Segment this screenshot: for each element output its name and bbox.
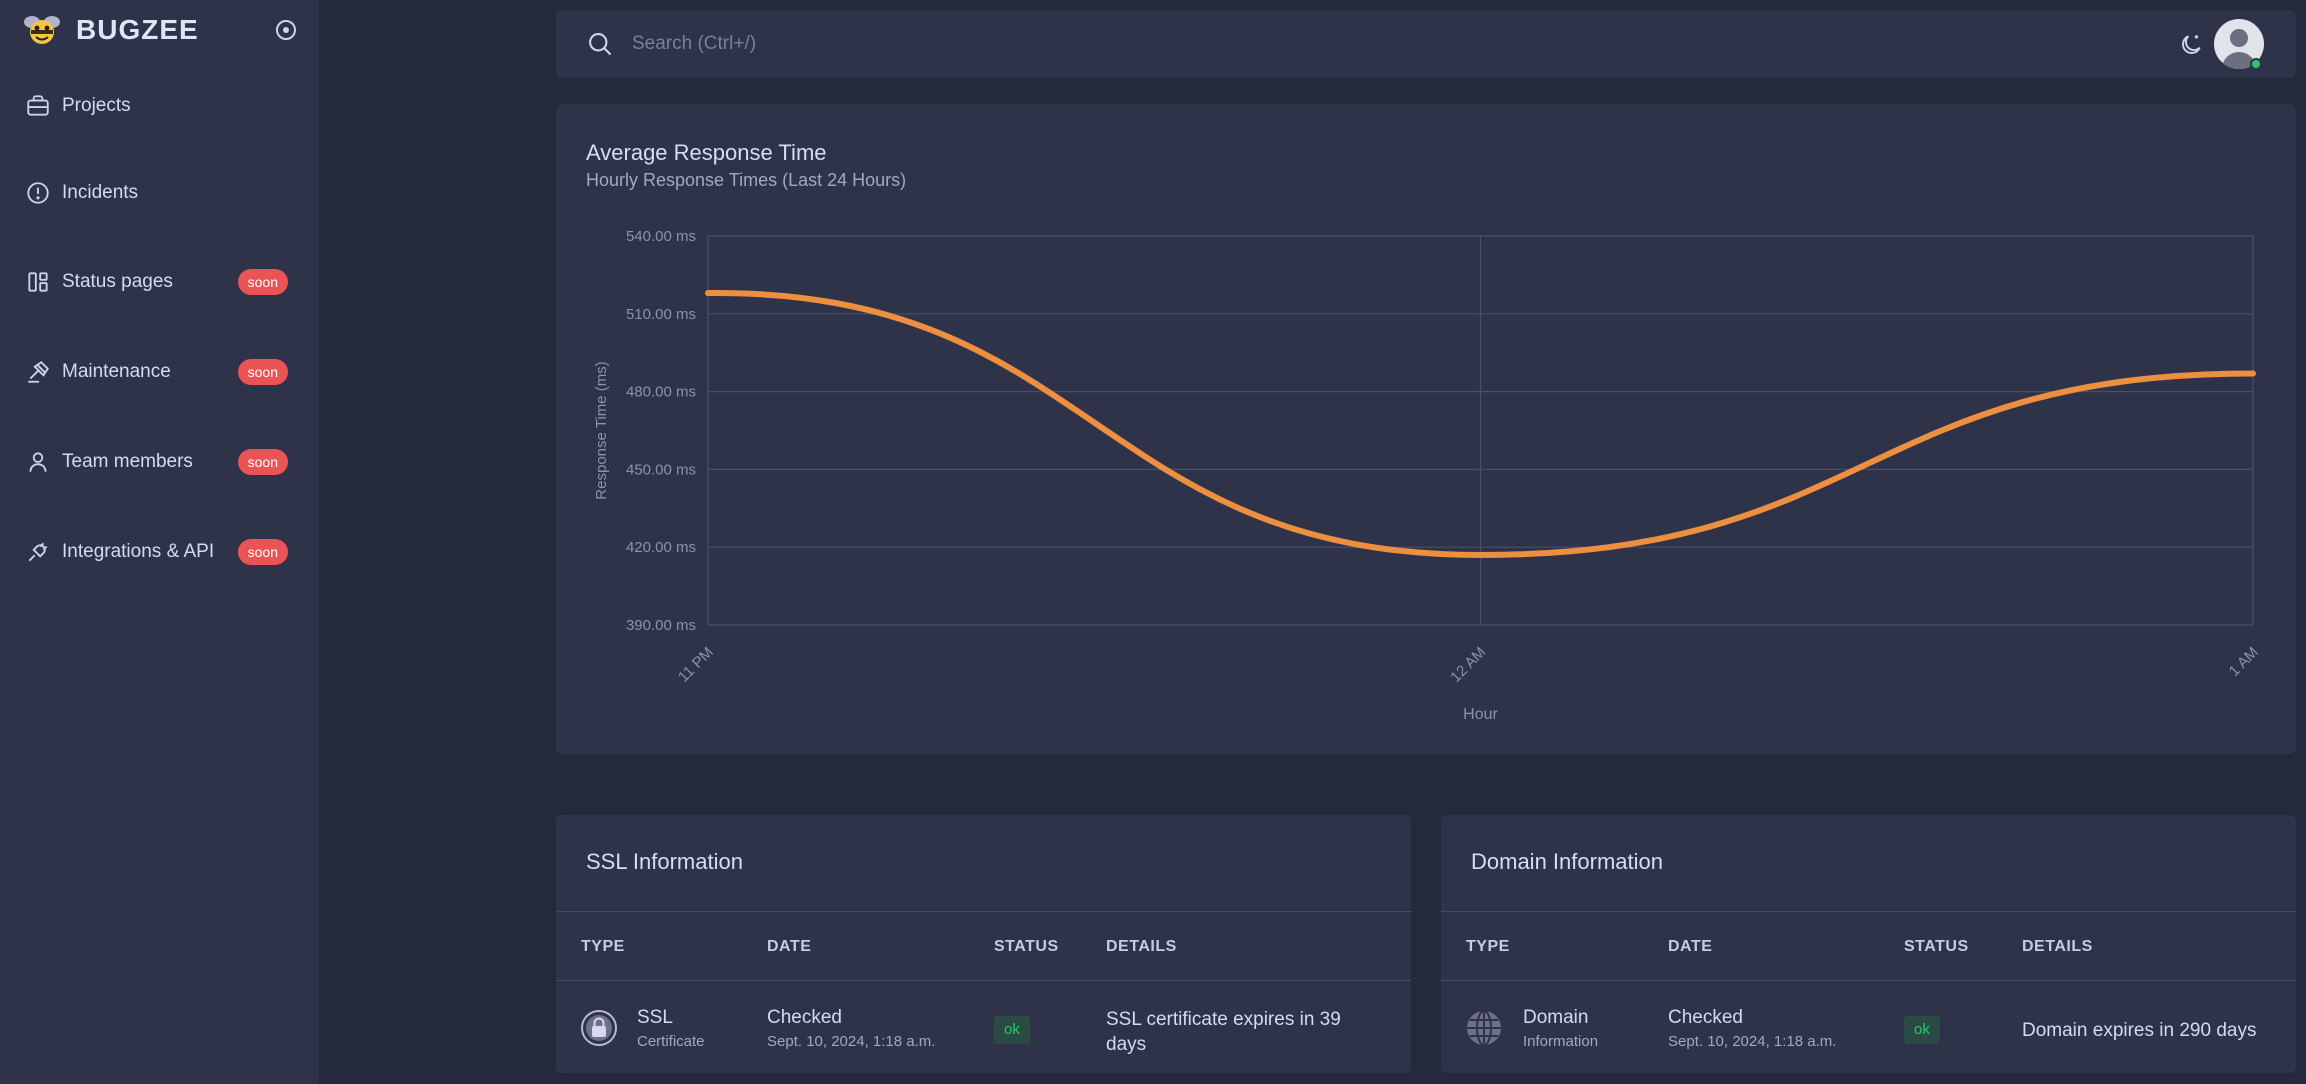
- status-badge: ok: [994, 1016, 1030, 1044]
- x-axis-label: Hour: [1463, 706, 1498, 723]
- sidebar-item-label: Projects: [62, 95, 131, 116]
- ssl-details-line-2: days: [1106, 1034, 1147, 1055]
- user-icon: [24, 448, 52, 476]
- x-tick-label: 11 PM: [675, 644, 717, 686]
- column-header-type: TYPE: [1466, 938, 1510, 955]
- ssl-table-header: TYPE DATE STATUS DETAILS: [556, 911, 1411, 981]
- ssl-information-card: SSL Information TYPE DATE STATUS DETAILS…: [556, 815, 1411, 1073]
- column-header-details: DETAILS: [1106, 938, 1177, 955]
- radio-circle-icon: [276, 20, 296, 40]
- brand[interactable]: BUGZEE: [22, 12, 199, 48]
- ssl-type: SSL: [637, 1007, 673, 1028]
- lock-icon: [581, 1010, 617, 1046]
- search-icon[interactable]: [586, 30, 614, 58]
- sidebar-item-incidents[interactable]: Incidents: [24, 173, 296, 213]
- column-header-type: TYPE: [581, 938, 625, 955]
- ssl-date-sub: Sept. 10, 2024, 1:18 a.m.: [767, 1033, 936, 1050]
- ssl-details-line-1: SSL certificate expires in 39: [1106, 1009, 1341, 1030]
- chart-subtitle: Hourly Response Times (Last 24 Hours): [586, 170, 907, 190]
- x-tick-label: 12 AM: [1447, 644, 1489, 686]
- column-header-date: DATE: [767, 938, 812, 955]
- gavel-icon: [24, 358, 52, 386]
- sidebar-item-team-members[interactable]: Team members soon: [24, 442, 296, 482]
- online-status-dot: [2250, 58, 2262, 70]
- sidebar-item-status-pages[interactable]: Status pages soon: [24, 262, 296, 302]
- brand-name: BUGZEE: [76, 14, 199, 45]
- column-header-date: DATE: [1668, 938, 1713, 955]
- domain-date: Checked: [1668, 1007, 1743, 1028]
- y-tick-label: 390.00 ms: [626, 617, 696, 634]
- ssl-date: Checked: [767, 1007, 842, 1028]
- globe-icon: [1467, 1010, 1501, 1046]
- domain-table-header: TYPE DATE STATUS DETAILS: [1441, 911, 2296, 981]
- layout-icon: [24, 268, 52, 296]
- column-header-status: STATUS: [994, 938, 1059, 955]
- y-axis-label: Response Time (ms): [593, 361, 610, 499]
- x-tick-label: 1 AM: [2226, 644, 2262, 680]
- y-tick-label: 450.00 ms: [626, 461, 696, 478]
- sidebar-item-label: Maintenance: [62, 361, 171, 382]
- domain-details: Domain expires in 290 days: [2022, 1020, 2257, 1041]
- soon-badge: soon: [237, 269, 288, 295]
- plug-icon: [24, 538, 52, 566]
- soon-badge: soon: [237, 539, 288, 565]
- y-tick-label: 540.00 ms: [626, 228, 696, 245]
- domain-type-sub: Information: [1523, 1033, 1599, 1050]
- status-badge: ok: [1904, 1016, 1940, 1044]
- column-header-status: STATUS: [1904, 938, 1969, 955]
- sidebar-item-projects[interactable]: Projects: [24, 86, 296, 126]
- domain-type: Domain: [1523, 1007, 1589, 1028]
- sidebar-toggle-button[interactable]: [274, 18, 298, 42]
- response-time-chart: 540.00 ms 510.00 ms 480.00 ms 450.00 ms 420.…: [593, 228, 2262, 723]
- sidebar-item-label: Integrations & API: [62, 541, 215, 562]
- ssl-details: SSL certificate expires in 39 days: [1106, 1007, 1396, 1057]
- alert-circle-icon: [24, 179, 52, 207]
- sidebar: BUGZEE Projects Incidents Status pages: [0, 0, 319, 1084]
- bee-logo-icon: [24, 16, 60, 44]
- ssl-card-title: SSL Information: [586, 849, 743, 874]
- domain-information-card: Domain Information TYPE DATE STATUS DETA…: [1441, 815, 2296, 1073]
- search-input[interactable]: [632, 24, 1432, 64]
- soon-badge: soon: [237, 359, 288, 385]
- moon-icon[interactable]: [2178, 32, 2204, 58]
- domain-date-sub: Sept. 10, 2024, 1:18 a.m.: [1668, 1033, 1837, 1050]
- sidebar-item-integrations-api[interactable]: Integrations & API soon: [24, 532, 296, 572]
- briefcase-icon: [24, 92, 52, 120]
- column-header-details: DETAILS: [2022, 938, 2093, 955]
- top-navbar: [556, 10, 2296, 78]
- y-tick-label: 420.00 ms: [626, 539, 696, 556]
- chart-title: Average Response Time: [586, 140, 827, 165]
- domain-card-title: Domain Information: [1471, 849, 1663, 874]
- sidebar-item-maintenance[interactable]: Maintenance soon: [24, 352, 296, 392]
- sidebar-item-label: Team members: [62, 451, 193, 472]
- response-time-chart-card: Average Response Time Hourly Response Ti…: [556, 104, 2296, 754]
- user-avatar-icon: [2222, 29, 2256, 69]
- ssl-type-sub: Certificate: [637, 1033, 705, 1050]
- y-tick-label: 480.00 ms: [626, 384, 696, 401]
- sidebar-item-label: Status pages: [62, 271, 173, 292]
- y-tick-label: 510.00 ms: [626, 306, 696, 323]
- sidebar-item-label: Incidents: [62, 182, 139, 203]
- soon-badge: soon: [237, 449, 288, 475]
- response-time-series-line: [705, 290, 2256, 558]
